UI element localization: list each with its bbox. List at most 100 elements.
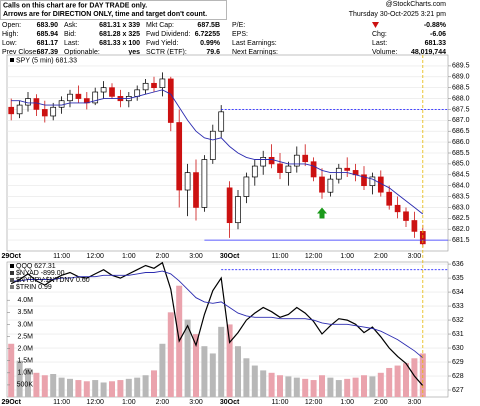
quote-label: Ask: [64,22,78,29]
quote-label: Last Earnings: [232,40,277,47]
candle-body [16,104,23,115]
volume-bar [226,324,233,397]
x-tick-label: 1:00 [340,253,354,260]
source: @StockCharts.com [386,1,447,8]
volume-tick-label: 2.5M [17,333,33,340]
y-tick-label: 683.5 [452,193,470,200]
quote-label: Fwd Yield: [146,40,178,47]
volume-bar [151,370,157,397]
volume-bar [58,377,65,397]
y-tick-label: 688.5 [452,85,470,92]
quote-label: EPS: [232,31,248,38]
x-tick-label: 11:00 [53,253,70,260]
candle-body [260,157,267,167]
quote-value: 681.28 x 325 [99,31,140,38]
candle-body [327,178,334,193]
x-tick-label: 29Oct [1,253,21,260]
direction-arrow [317,207,327,219]
quote-value: 79.6 [206,49,220,56]
y-tick-label: 685.5 [452,150,470,157]
quote-value: 683.90 [37,22,59,29]
y-tick-label: 686.0 [452,139,470,146]
quote-label: Low: [2,40,17,47]
y-tick-label: 636 [452,261,464,268]
candle-body [75,93,82,99]
volume-bar [352,377,359,397]
volume-tick-label: 1.5M [17,358,33,365]
volume-bar [109,381,115,397]
y-tick-label: 630 [452,345,464,352]
candle-body [293,154,300,167]
x-tick-label: 1:00 [122,399,136,406]
volume-bar [167,312,174,397]
x-tick-label: 11:00 [53,399,70,406]
candle-body [285,165,292,173]
y-tick-label: 683.0 [452,204,470,211]
candle-body [369,176,376,187]
x-tick-label: 29Oct [1,399,21,406]
volume-bar [411,358,418,397]
volume-bar [361,375,367,397]
volume-bar [327,377,334,397]
volume-bar [377,372,384,397]
volume-tick-label: 3.0M [17,321,33,328]
notice-line: Calls on this chart are for DAY TRADE on… [3,2,147,9]
x-tick-label: 11:00 [272,253,289,260]
y-tick-label: 627 [452,387,464,394]
candle-body [167,78,174,123]
volume-tick-label: 4.0M [17,297,33,304]
legend-swatch [10,271,14,275]
candle-body [403,211,409,221]
volume-bar [394,365,401,397]
y-tick-label: 629 [452,359,464,366]
volume-bar [184,319,191,397]
y-tick-label: 633 [452,303,464,310]
volume-bar [344,378,351,397]
candle-body [92,91,99,104]
candle-body [302,154,309,163]
volume-bar [369,376,376,397]
legend-swatch [10,58,14,62]
volume-bar [75,380,82,397]
y-tick-label: 682.0 [452,226,470,233]
candle-body [33,98,40,110]
status-label: Last: [372,40,387,47]
volume-bar [83,381,90,397]
candle-body [235,196,241,224]
volume-bar [209,353,216,397]
candle-body [361,174,367,187]
quote-label: High: [2,31,18,38]
y-tick-label: 632 [452,317,464,324]
legend-swatch [10,285,14,289]
volume-bar [41,375,48,397]
quote-value: 681.31 x 339 [99,22,140,29]
volume-bar [251,365,258,397]
quote-value: 681.17 [37,40,59,47]
x-tick-label: 12:00 [86,399,104,406]
candle-body [277,163,283,173]
quote-value: 685.94 [37,31,59,38]
legend-swatch [10,278,14,282]
legend-entry: $NYUPV:$NYDNV 0.60 [16,277,90,284]
y-tick-label: 682.5 [452,215,470,222]
legend-swatch [10,264,14,268]
volume-bar [386,367,393,397]
volume-bar [268,372,275,397]
candle-body [386,191,393,206]
x-tick-label: 3:00 [189,253,203,260]
y-tick-label: 689.0 [452,74,470,81]
volume-tick-label: 1.0M [17,370,33,377]
volume-bar [159,343,166,397]
volume-bar [142,375,149,397]
volume-bar [125,378,132,397]
volume-bar [117,380,124,397]
quote-label: Fwd Dividend: [146,31,190,38]
quote-label: P/E: [232,22,245,29]
x-tick-label: 12:00 [305,399,323,406]
x-tick-label: 2:00 [156,253,170,260]
quote-label: Prev Close: [2,49,38,56]
series-line [11,89,424,215]
series-line [11,270,424,359]
x-tick-label: 2:00 [374,399,388,406]
